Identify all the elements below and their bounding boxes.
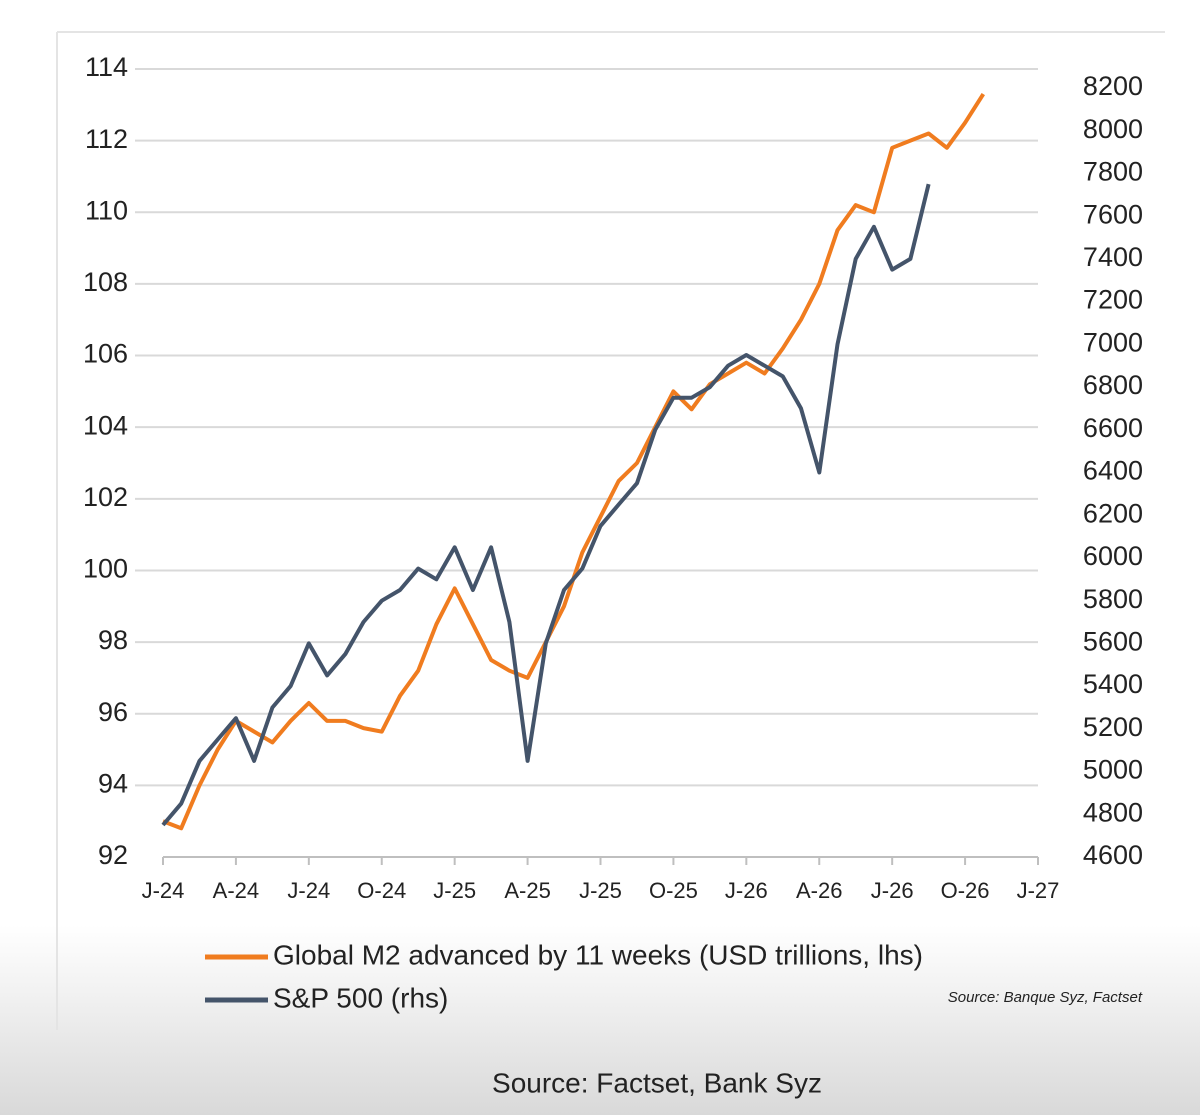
y-tick-label: 102 (83, 482, 128, 512)
y2-tick-label: 6200 (1083, 498, 1143, 528)
y2-tick-label: 7400 (1083, 242, 1143, 272)
y-tick-label: 106 (83, 339, 128, 369)
x-tick-label: J-25 (579, 878, 622, 903)
x-tick-label: O-24 (357, 878, 406, 903)
y2-tick-label: 6000 (1083, 541, 1143, 571)
y-tick-label: 104 (83, 410, 128, 440)
y-tick-label: 98 (98, 625, 128, 655)
y-tick-label: 108 (83, 267, 128, 297)
legend-label: Global M2 advanced by 11 weeks (USD tril… (273, 939, 923, 970)
x-tick-label: A-25 (504, 878, 550, 903)
y2-tick-label: 7000 (1083, 327, 1143, 357)
caption: Source: Factset, Bank Syz (492, 1067, 822, 1098)
y2-tick-label: 8200 (1083, 71, 1143, 101)
y2-tick-label: 7200 (1083, 285, 1143, 315)
y-tick-label: 114 (85, 52, 128, 82)
series-line (161, 183, 931, 827)
x-tick-label: J-24 (142, 878, 185, 903)
y2-tick-label: 7800 (1083, 157, 1143, 187)
x-tick-label: A-24 (213, 878, 259, 903)
x-tick-label: O-26 (941, 878, 990, 903)
source-note: Source: Banque Syz, Factset (948, 989, 1143, 1006)
y2-tick-label: 6600 (1083, 413, 1143, 443)
y2-tick-label: 5000 (1083, 755, 1143, 785)
y2-tick-label: 4600 (1083, 840, 1143, 870)
x-tick-label: A-26 (796, 878, 842, 903)
x-tick-label: J-26 (871, 878, 914, 903)
y2-tick-label: 5800 (1083, 584, 1143, 614)
bottom-shade (0, 925, 1200, 1115)
legend-label: S&P 500 (rhs) (273, 982, 448, 1013)
x-tick-label: J-27 (1017, 878, 1060, 903)
y-tick-label: 100 (83, 554, 128, 584)
y2-tick-label: 5200 (1083, 712, 1143, 742)
y-tick-label: 110 (85, 195, 128, 225)
x-tick-label: J-25 (433, 878, 476, 903)
x-tick-label: O-25 (649, 878, 698, 903)
y2-tick-label: 5400 (1083, 669, 1143, 699)
y-tick-label: 112 (85, 124, 128, 154)
y2-tick-label: 8000 (1083, 114, 1143, 144)
y2-tick-label: 4800 (1083, 797, 1143, 827)
y2-tick-label: 6400 (1083, 456, 1143, 486)
y-tick-label: 96 (98, 697, 128, 727)
y2-tick-label: 5600 (1083, 627, 1143, 657)
x-tick-label: J-26 (725, 878, 768, 903)
x-tick-label: J-24 (287, 878, 330, 903)
y2-tick-label: 6800 (1083, 370, 1143, 400)
y-tick-label: 94 (98, 768, 128, 798)
y2-tick-label: 7600 (1083, 199, 1143, 229)
y-tick-label: 92 (98, 840, 128, 870)
